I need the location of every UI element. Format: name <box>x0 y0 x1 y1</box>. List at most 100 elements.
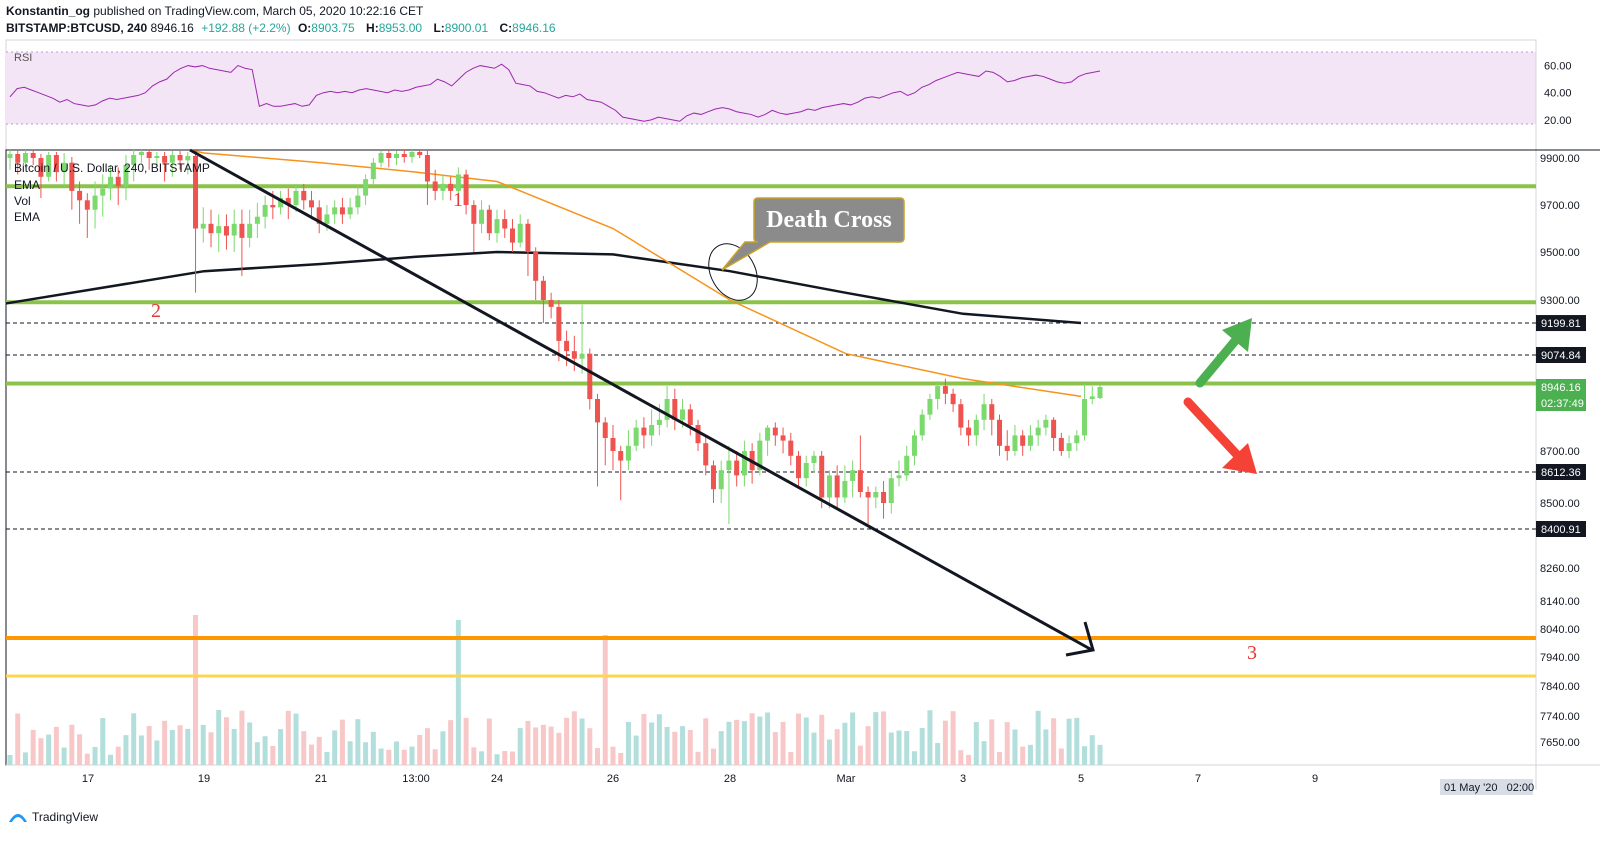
candle-body[interactable] <box>486 209 492 234</box>
candle-body[interactable] <box>1097 387 1103 399</box>
candle-body[interactable] <box>973 419 979 436</box>
candle-body[interactable] <box>394 154 400 158</box>
candle-body[interactable] <box>22 153 28 163</box>
candle-body[interactable] <box>896 475 902 479</box>
candle-body[interactable] <box>734 460 740 476</box>
candle-body[interactable] <box>339 207 345 215</box>
candle-body[interactable] <box>1058 438 1064 451</box>
candle-body[interactable] <box>533 252 539 281</box>
candle-body[interactable] <box>656 419 662 426</box>
candle-body[interactable] <box>579 353 585 359</box>
candle-body[interactable] <box>1020 435 1026 446</box>
candle-body[interactable] <box>15 154 21 163</box>
candle-body[interactable] <box>193 156 199 229</box>
candle-body[interactable] <box>834 475 840 498</box>
time-scale[interactable]: 17 19 21 13:00 24 26 28 Mar 3 5 7 9 <box>82 773 1318 785</box>
candle-body[interactable] <box>850 470 856 481</box>
candle-body[interactable] <box>154 156 160 158</box>
candle-body[interactable] <box>107 176 113 189</box>
candle-body[interactable] <box>285 197 291 205</box>
candle-body[interactable] <box>703 443 709 466</box>
candle-body[interactable] <box>223 226 229 236</box>
candle-body[interactable] <box>455 174 461 191</box>
candle-body[interactable] <box>564 340 570 352</box>
candle-body[interactable] <box>84 200 90 210</box>
candle-body[interactable] <box>432 181 438 191</box>
candle-body[interactable] <box>471 205 477 224</box>
candle-body[interactable] <box>765 427 771 441</box>
candle-body[interactable] <box>185 156 191 161</box>
candle-body[interactable] <box>1043 419 1049 428</box>
candle-body[interactable] <box>417 152 423 155</box>
candle-body[interactable] <box>38 158 44 177</box>
candle-body[interactable] <box>115 176 121 187</box>
candle-body[interactable] <box>919 414 925 436</box>
candle-body[interactable] <box>1027 435 1033 446</box>
candle-body[interactable] <box>424 155 430 182</box>
candle-body[interactable] <box>131 155 137 166</box>
candle-body[interactable] <box>53 155 59 173</box>
candle-body[interactable] <box>208 223 214 234</box>
candle-body[interactable] <box>710 465 716 490</box>
candle-body[interactable] <box>239 223 245 238</box>
candle-body[interactable] <box>231 223 237 236</box>
candle-body[interactable] <box>440 183 446 191</box>
candle-body[interactable] <box>1074 435 1080 444</box>
candle-body[interactable] <box>254 216 260 224</box>
symbol[interactable]: BITSTAMP:BTCUSD, 240 <box>6 21 148 35</box>
candle-body[interactable] <box>1004 445 1010 451</box>
candle-body[interactable] <box>911 435 917 456</box>
candle-body[interactable] <box>641 427 647 436</box>
downtrend-line[interactable] <box>189 148 1093 652</box>
candle-body[interactable] <box>989 404 995 420</box>
candle-body[interactable] <box>61 162 67 173</box>
candle-body[interactable] <box>1051 419 1057 439</box>
candle-body[interactable] <box>780 435 786 441</box>
candle-body[interactable] <box>1089 396 1095 400</box>
candle-body[interactable] <box>881 491 887 503</box>
candle-body[interactable] <box>301 190 307 201</box>
candle-body[interactable] <box>502 219 508 229</box>
candle-body[interactable] <box>308 200 314 208</box>
candle-body[interactable] <box>30 153 36 158</box>
author[interactable]: Konstantin_og <box>6 4 90 18</box>
candle-body[interactable] <box>904 455 910 476</box>
candle-body[interactable] <box>981 404 987 420</box>
candle-body[interactable] <box>672 399 678 420</box>
candle-body[interactable] <box>123 165 129 187</box>
candle-body[interactable] <box>803 462 809 479</box>
candle-body[interactable] <box>200 223 206 229</box>
candle-body[interactable] <box>857 470 863 492</box>
candle-body[interactable] <box>958 404 964 428</box>
candle-body[interactable] <box>927 399 933 415</box>
candle-body[interactable] <box>540 280 546 300</box>
candle-body[interactable] <box>386 153 392 158</box>
candle-body[interactable] <box>146 152 152 158</box>
candle-body[interactable] <box>401 154 407 157</box>
candle-body[interactable] <box>664 399 670 420</box>
candle-body[interactable] <box>494 219 500 234</box>
candle-body[interactable] <box>316 207 322 224</box>
candle-body[interactable] <box>772 427 778 436</box>
candle-body[interactable] <box>618 451 624 461</box>
candle-body[interactable] <box>69 162 75 191</box>
candle-body[interactable] <box>177 155 183 161</box>
candle-body[interactable] <box>741 451 747 476</box>
candle-body[interactable] <box>270 205 276 208</box>
candle-body[interactable] <box>788 440 794 456</box>
candle-body[interactable] <box>355 195 361 208</box>
candle-body[interactable] <box>448 183 454 191</box>
bullish-arrow[interactable] <box>1195 318 1252 388</box>
candle-body[interactable] <box>997 419 1003 446</box>
candle-body[interactable] <box>517 223 523 243</box>
candle-body[interactable] <box>138 152 144 155</box>
candle-body[interactable] <box>695 425 701 444</box>
candle-body[interactable] <box>278 197 284 208</box>
candle-body[interactable] <box>262 205 268 217</box>
candle-body[interactable] <box>293 190 299 205</box>
candle-body[interactable] <box>1066 443 1072 451</box>
candle-body[interactable] <box>865 491 871 498</box>
candle-body[interactable] <box>633 427 639 446</box>
candle-body[interactable] <box>935 386 941 400</box>
